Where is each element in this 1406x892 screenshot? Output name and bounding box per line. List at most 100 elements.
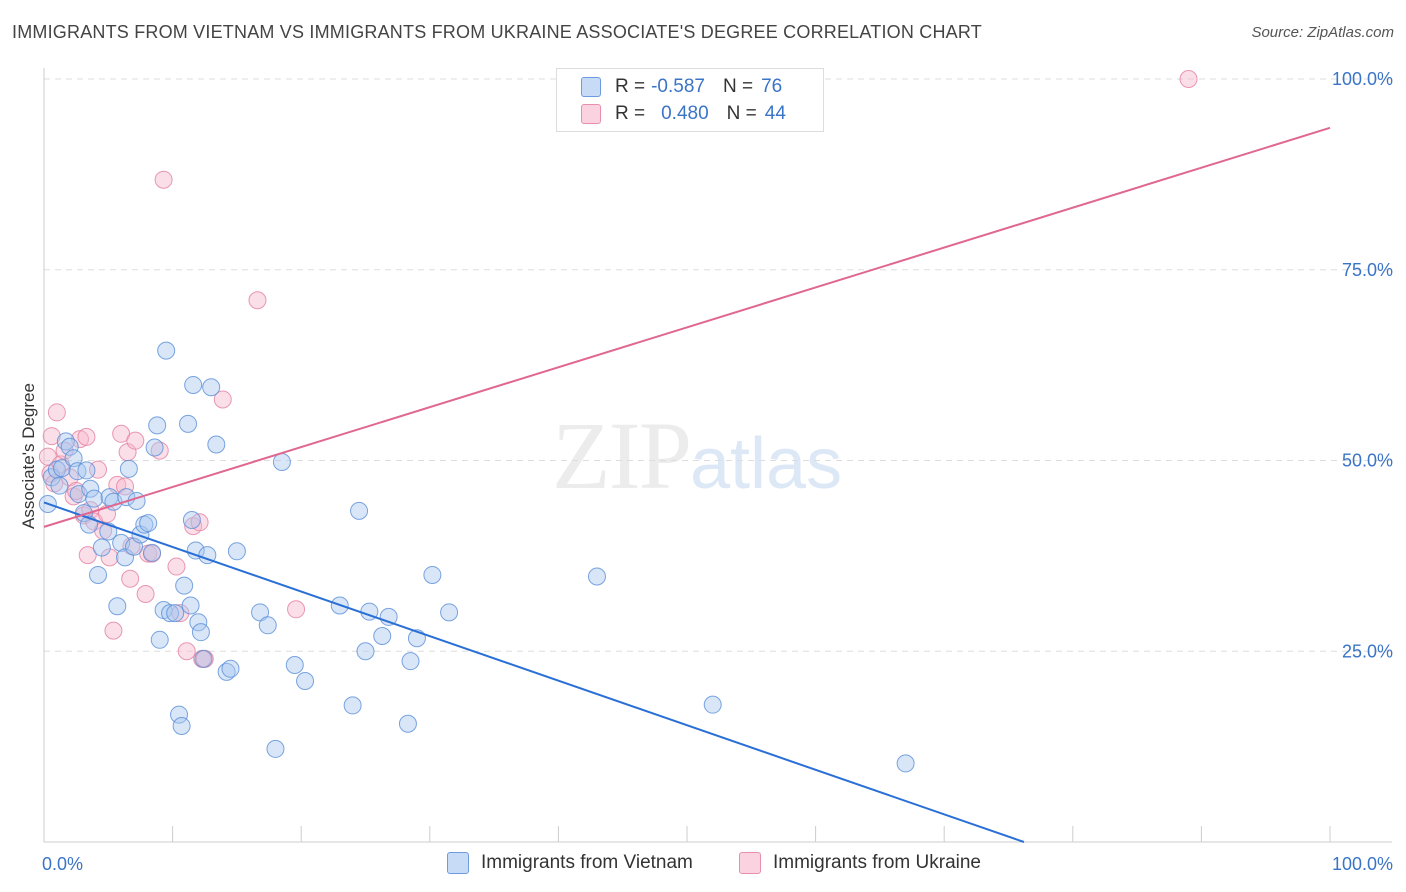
vietnam-point [81, 479, 100, 498]
legend-r-label: R = [615, 76, 646, 97]
vietnam-point [116, 548, 135, 567]
vietnam-point [207, 435, 226, 454]
ukraine-point [248, 291, 267, 310]
ukraine-point [121, 569, 140, 588]
ukraine-point [1179, 70, 1198, 88]
vietnam-point [77, 461, 96, 480]
vietnam-point [89, 565, 108, 584]
vietnam-point [148, 416, 167, 435]
vietnam-point [258, 616, 277, 635]
bottom-legend-vietnam: Immigrants from Vietnam [447, 852, 693, 874]
legend-n-label: N = [726, 103, 757, 124]
vietnam-trend-line [43, 501, 1025, 843]
vietnam-point [703, 695, 722, 714]
vietnam-point [68, 462, 87, 481]
vietnam-point [60, 437, 79, 456]
ukraine-points [38, 70, 1198, 668]
vietnam-point [440, 603, 459, 622]
ukraine-legend-label: Immigrants from Ukraine [773, 852, 981, 873]
vietnam-point [53, 459, 72, 478]
ukraine-point [150, 441, 169, 460]
vietnam-point [266, 739, 285, 758]
x-tick-label-max: 100.0% [1332, 854, 1393, 874]
ukraine-point [167, 557, 186, 576]
vietnam-point [157, 341, 176, 360]
y-tick-labels: 25.0% 50.0% 75.0% 100.0% [1332, 69, 1393, 661]
ukraine-point [100, 548, 119, 567]
ukraine-point [126, 431, 145, 450]
ukraine-point [78, 546, 97, 565]
ukraine-point [67, 482, 86, 501]
trend-lines [43, 126, 1331, 843]
legend-n-value: 76 [761, 76, 783, 97]
vietnam-point [161, 604, 180, 623]
vietnam-point [896, 754, 915, 773]
vietnam-point [194, 649, 213, 668]
vietnam-legend-label: Immigrants from Vietnam [481, 852, 693, 873]
y-tick-label: 100.0% [1332, 69, 1393, 89]
y-tick-label: 75.0% [1342, 260, 1393, 280]
legend-row-vietnam: R = -0.587 N = 76 [581, 74, 782, 100]
y-tick-label: 50.0% [1342, 451, 1393, 471]
grid-lines [44, 78, 1392, 652]
legend-n-label: N = [722, 76, 754, 97]
vietnam-point [285, 655, 304, 674]
stats-legend: R = -0.587 N = 76 R = 0.480 N = 44 [556, 68, 824, 132]
legend-row-ukraine: R = 0.480 N = 44 [581, 101, 786, 127]
vietnam-point [182, 511, 201, 530]
y-tick-label: 25.0% [1342, 641, 1393, 661]
vietnam-point [398, 714, 417, 733]
vietnam-point [181, 596, 200, 615]
ukraine-legend-swatch [739, 852, 761, 874]
vietnam-point [85, 489, 104, 508]
chart-title: IMMIGRANTS FROM VIETNAM VS IMMIGRANTS FR… [12, 22, 982, 42]
vietnam-point [172, 717, 191, 736]
vietnam-point [227, 542, 246, 561]
vietnam-point [119, 459, 138, 478]
ukraine-point [136, 585, 155, 604]
vietnam-point [50, 476, 69, 495]
vietnam-swatch [581, 77, 601, 97]
vietnam-point [175, 576, 194, 595]
vietnam-point [145, 438, 164, 457]
vietnam-point [343, 696, 362, 715]
axes [43, 68, 1392, 843]
vietnam-point [184, 375, 203, 394]
vietnam-point [170, 705, 189, 724]
legend-r-value: 0.480 [661, 103, 709, 124]
vietnam-point [191, 623, 210, 642]
bottom-legend-ukraine: Immigrants from Ukraine [739, 852, 981, 874]
source-credit: Source: ZipAtlas.com [1251, 24, 1394, 41]
ukraine-point [77, 427, 96, 446]
vietnam-point [202, 378, 221, 397]
vietnam-point [92, 538, 111, 557]
vietnam-point [401, 652, 420, 671]
vietnam-point [587, 567, 606, 586]
vietnam-points [38, 341, 915, 773]
vietnam-legend-swatch [447, 852, 469, 874]
vietnam-point [221, 659, 240, 678]
ukraine-swatch [581, 104, 601, 124]
ukraine-point [287, 600, 306, 619]
vietnam-point [166, 604, 185, 623]
ukraine-point [213, 390, 232, 409]
vietnam-point [272, 453, 291, 472]
legend-r-value: -0.587 [651, 76, 705, 97]
watermark-atlas: atlas [690, 424, 843, 504]
vietnam-point [296, 672, 315, 691]
vietnam-point [143, 543, 162, 562]
vietnam-point [139, 514, 158, 533]
ukraine-point [177, 642, 196, 661]
vietnam-point [186, 541, 205, 560]
ukraine-trend-line [43, 126, 1331, 528]
vietnam-point [108, 597, 127, 616]
ukraine-point [47, 403, 66, 422]
legend-n-value: 44 [764, 103, 786, 124]
watermark-zip: ZIP [552, 402, 692, 509]
vietnam-point [423, 565, 442, 584]
vietnam-point [117, 488, 136, 507]
legend-r-label: R = [615, 103, 646, 124]
x-tick-label-min: 0.0% [42, 854, 83, 874]
y-axis-title: Associate's Degree [19, 383, 38, 529]
